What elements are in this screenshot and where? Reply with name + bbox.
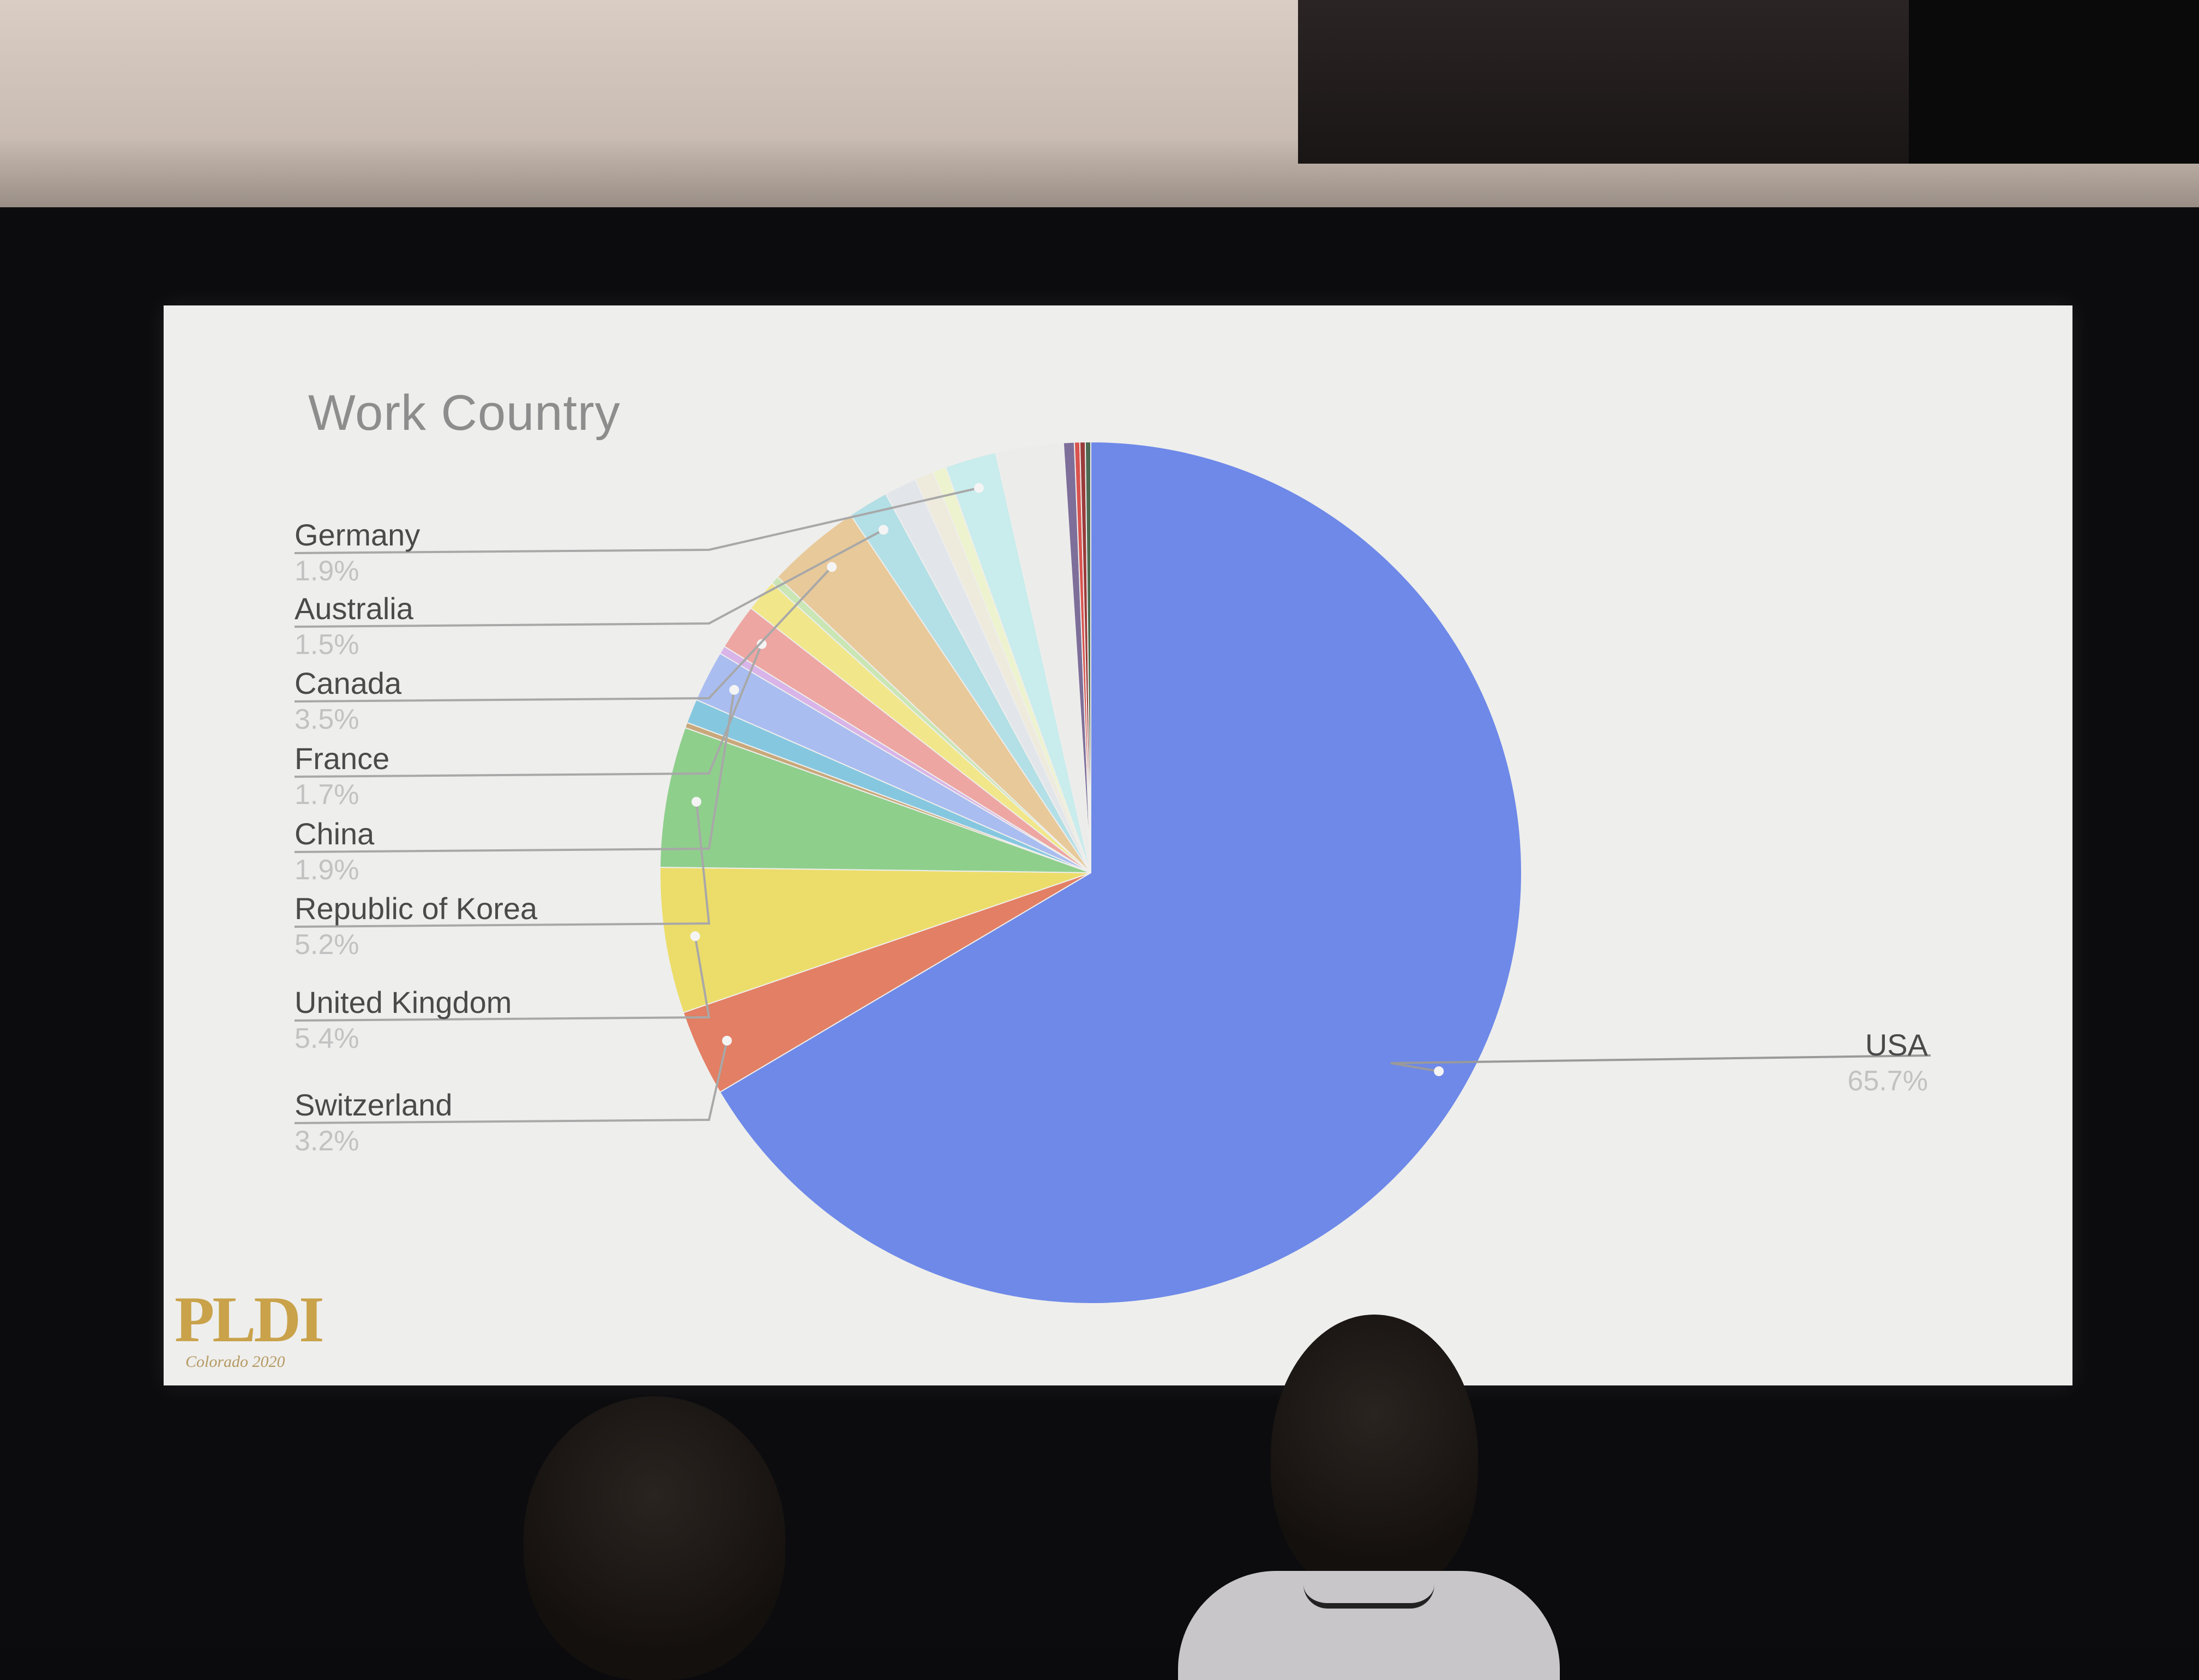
callout-dot-australia: [878, 525, 888, 535]
pldi-logo: PLDI Colorado 2020: [169, 1282, 344, 1385]
callout-line-united-kingdom: [294, 935, 711, 1022]
pie-slice-usa: [719, 441, 1522, 1304]
callout-percent-switzerland: 3.2%: [295, 1125, 359, 1157]
callout-label-canada: Canada: [295, 666, 402, 700]
callout-line-usa: [1390, 1054, 1931, 1072]
callout-percent-france: 1.7%: [295, 779, 359, 811]
callout-line-republic-of-korea: [294, 801, 711, 928]
callout-dot-canada: [827, 562, 837, 572]
callout-percent-united-kingdom: 5.4%: [295, 1023, 359, 1054]
callout-label-republic-of-korea: Republic of Korea: [295, 891, 538, 926]
callout-dot-germany: [974, 483, 984, 493]
slide-title: Work Country: [308, 385, 621, 441]
callout-line-china: [294, 689, 736, 853]
callout-percent-canada: 3.5%: [295, 704, 359, 735]
logo-text: PLDI: [175, 1283, 325, 1355]
callout-label-united-kingdom: United Kingdom: [295, 985, 512, 1019]
callout-line-canada: [294, 566, 833, 703]
callout-percent-australia: 1.5%: [295, 629, 359, 661]
pie-slice-other-21: [1084, 441, 1091, 873]
presentation-slide: Work Country USA 65.7% Switzerland 3.2% Unit…: [164, 305, 2072, 1385]
callout-label-usa: USA: [1865, 1028, 1928, 1062]
callout-percent-usa: 65.7%: [1848, 1065, 1928, 1097]
audience-head-left: [524, 1396, 785, 1680]
callout-percent-china: 1.9%: [295, 854, 359, 886]
callout-line-switzerland: [294, 1040, 728, 1124]
callout-percent-germany: 1.9%: [295, 555, 359, 587]
callout-label-china: China: [295, 817, 375, 851]
callout-line-australia: [294, 529, 884, 628]
room-dark-corner: [1909, 0, 2199, 164]
callout-label-australia: Australia: [295, 591, 414, 626]
logo-subtitle: Colorado 2020: [185, 1353, 285, 1371]
callout-line-germany: [294, 487, 980, 554]
callout-dot-switzerland: [722, 1035, 732, 1046]
callout-dot-usa: [1434, 1066, 1444, 1076]
lanyard: [1303, 1585, 1434, 1609]
pie-slice-united-kingdom: [659, 866, 1091, 1013]
callout-dot-china: [729, 685, 740, 695]
callout-dot-france: [756, 639, 767, 649]
callout-label-germany: Germany: [295, 518, 420, 552]
pie-slice-republic-of-korea: [659, 727, 1091, 873]
audience-head-right: [1271, 1315, 1478, 1598]
callout-line-france: [294, 643, 763, 778]
callout-percent-republic-of-korea: 5.2%: [295, 929, 359, 961]
callout-dot-united-kingdom: [690, 931, 700, 941]
pie-slices: [659, 441, 1522, 1304]
callout-label-france: France: [295, 741, 389, 776]
callout-label-switzerland: Switzerland: [295, 1088, 452, 1122]
callout-dot-republic-of-korea: [691, 796, 701, 807]
